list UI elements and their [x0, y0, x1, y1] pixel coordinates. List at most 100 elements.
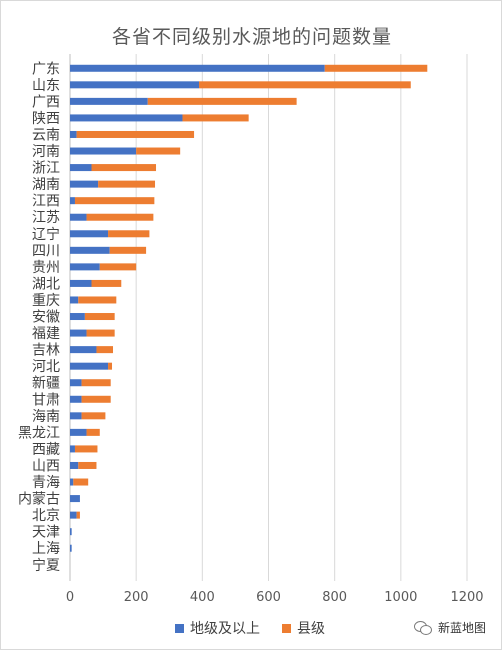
bar-county [182, 114, 249, 122]
category-label: 河北 [32, 359, 60, 375]
bar-prefecture [70, 528, 72, 536]
bar-county [76, 130, 195, 138]
legend: 地级及以上 县级 [175, 618, 325, 638]
watermark-text: 新蓝地图 [437, 621, 486, 635]
x-tick-label: 400 [190, 590, 215, 605]
bar-prefecture [70, 130, 77, 138]
category-label: 内蒙古 [18, 492, 60, 508]
bar-prefecture [70, 445, 75, 453]
category-label: 湖北 [32, 276, 60, 292]
bar-prefecture [70, 279, 92, 287]
bar-prefecture [70, 478, 74, 486]
bar-county [84, 313, 115, 321]
bar-prefecture [70, 362, 109, 370]
bar-county [86, 329, 115, 337]
legend-item-prefecture: 地级及以上 [175, 618, 260, 638]
category-label: 天津 [32, 525, 60, 541]
bar-prefecture [70, 296, 79, 304]
bar-county [108, 230, 150, 238]
bar-prefecture [70, 197, 75, 205]
category-label: 辽宁 [32, 226, 60, 243]
bar-prefecture [70, 495, 80, 503]
bar-prefecture [70, 180, 99, 188]
bar-county [73, 478, 89, 486]
bar-prefecture [70, 81, 200, 89]
x-tick-label: 1200 [450, 590, 483, 605]
category-label: 北京 [32, 508, 60, 524]
bar-prefecture [70, 147, 137, 155]
bar-county [108, 362, 113, 370]
bar-county [109, 246, 147, 254]
bar-county [74, 445, 98, 453]
bar-prefecture [70, 395, 82, 403]
bar-prefecture [70, 329, 87, 337]
category-label: 云南 [32, 127, 60, 143]
bar-county [147, 97, 297, 105]
bar-county [96, 346, 114, 354]
category-label: 四川 [32, 243, 60, 259]
x-tick-label: 800 [322, 590, 347, 605]
legend-item-county: 县级 [282, 618, 325, 638]
wechat-icon [413, 620, 432, 635]
category-label: 海南 [32, 409, 60, 425]
category-label: 湖南 [32, 177, 60, 193]
category-label: 江西 [32, 194, 60, 210]
category-label: 上海 [32, 541, 60, 557]
legend-label-prefecture: 地级及以上 [190, 621, 260, 637]
category-label: 甘肃 [32, 392, 60, 408]
bar-prefecture [70, 263, 100, 271]
bar-prefecture [70, 97, 148, 105]
bar-county [86, 213, 154, 221]
bar-prefecture [70, 511, 77, 519]
bar-prefecture [70, 213, 87, 221]
bar-county [81, 379, 111, 387]
category-label: 浙江 [32, 161, 60, 177]
category-label: 黑龙江 [18, 425, 60, 441]
bar-county [81, 412, 106, 420]
category-label: 山东 [32, 78, 60, 94]
x-tick-label: 0 [66, 590, 74, 605]
bar-prefecture [70, 412, 82, 420]
bar-prefecture [70, 64, 325, 72]
bar-county [91, 279, 122, 287]
legend-label-county: 县级 [297, 621, 325, 637]
category-label: 西藏 [32, 442, 60, 458]
category-label: 贵州 [32, 260, 60, 276]
category-label: 新疆 [32, 376, 60, 392]
category-label: 吉林 [32, 343, 60, 359]
bar-prefecture [70, 461, 79, 469]
bar-county [76, 511, 80, 519]
bar-county [78, 296, 117, 304]
chart-title: 各省不同级别水源地的问题数量 [111, 26, 392, 48]
category-label: 河南 [32, 144, 60, 160]
bar-county [199, 81, 411, 89]
bar-prefecture [70, 246, 110, 254]
bar-prefecture [70, 346, 97, 354]
category-label: 青海 [32, 475, 60, 491]
bar-prefecture [70, 313, 85, 321]
legend-swatch-county [282, 623, 291, 633]
bar-county [86, 428, 100, 436]
category-label: 广东 [32, 61, 60, 77]
bar-county [98, 180, 156, 188]
category-label: 宁夏 [32, 557, 60, 574]
x-tick-label: 200 [124, 590, 149, 605]
bar-county [74, 197, 155, 205]
bar-prefecture [70, 428, 87, 436]
category-label: 安徽 [32, 310, 60, 326]
watermark: 新蓝地图 [413, 619, 486, 636]
bar-prefecture [70, 164, 92, 172]
x-tick-label: 600 [256, 590, 281, 605]
bar-county [81, 395, 111, 403]
category-label: 广西 [32, 94, 60, 110]
bar-county [99, 263, 137, 271]
bar-county [136, 147, 181, 155]
category-label: 重庆 [32, 293, 60, 309]
bar-county [78, 461, 97, 469]
x-tick-label: 1000 [384, 590, 417, 605]
bar-county [91, 164, 157, 172]
category-label: 江苏 [32, 210, 60, 226]
bar-county [324, 64, 428, 72]
